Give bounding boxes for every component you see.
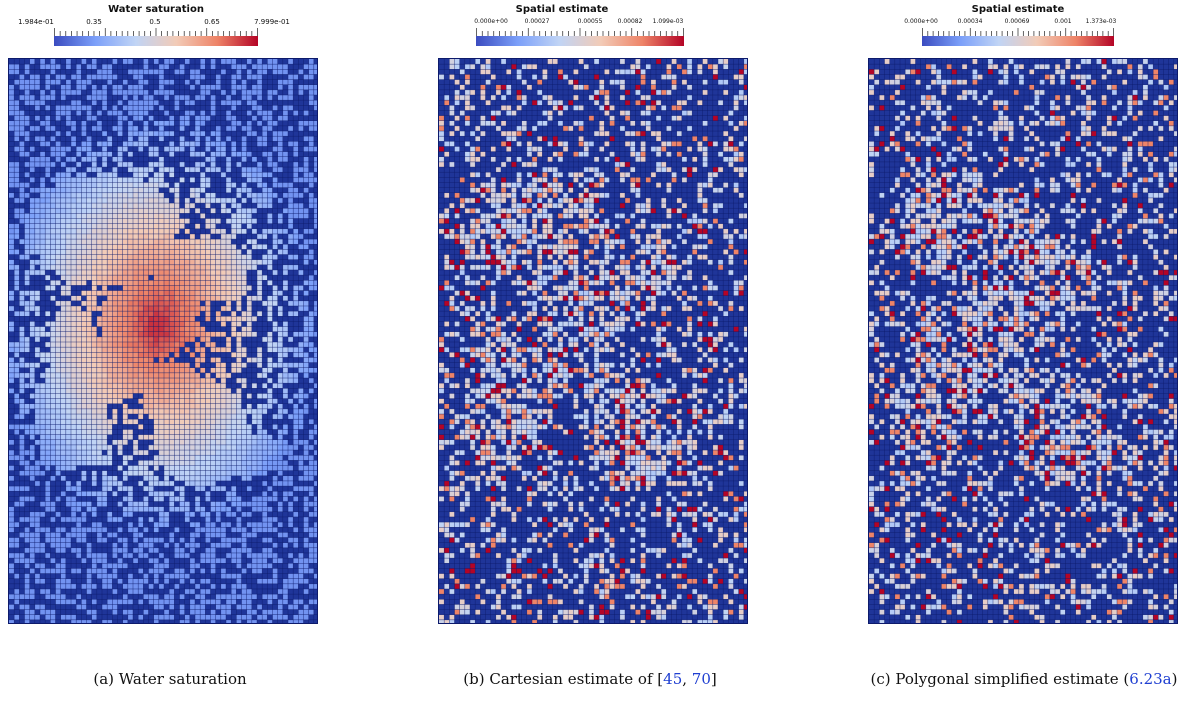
colorbar-tick-label: 0.65 [204, 18, 220, 26]
colorbar-gradient [54, 36, 258, 46]
colorbar-tick-label: 7.999e-01 [254, 18, 290, 26]
colorbar-tick-label: 0.00069 [1004, 18, 1030, 25]
figure-caption-b: (b) Cartesian estimate of [45, 70] [463, 670, 717, 688]
estimate-field-grid [438, 58, 748, 624]
colorbar-tick-label: 0.5 [149, 18, 161, 26]
colorbar-tick-label: 0.00034 [957, 18, 983, 25]
colorbar-tick-label: 1.373e-03 [1085, 18, 1117, 25]
colorbar-tick-label: 0.00055 [577, 18, 603, 25]
caption-text: Cartesian estimate of [489, 670, 653, 688]
citation-link[interactable]: 6.23a [1129, 670, 1172, 688]
figure-caption-c: (c) Polygonal simplified estimate (6.23a… [871, 670, 1178, 688]
caption-refs: [45, 70] [657, 670, 717, 688]
figure-caption-a: (a) Water saturation [93, 670, 246, 688]
citation-link[interactable]: 45 [663, 670, 683, 688]
colorbar-tick-label: 0.00082 [617, 18, 643, 25]
caption-text: Water saturation [118, 670, 247, 688]
colorbar-ticks [476, 28, 684, 36]
colorbar-tick-label: 0.00027 [524, 18, 550, 25]
colorbar-ticks [922, 28, 1114, 36]
caption-label: (b) [463, 670, 485, 688]
citation-link[interactable]: 70 [691, 670, 711, 688]
colorbar-title: Water saturation [108, 4, 204, 15]
caption-label: (a) [93, 670, 115, 688]
caption-refs: (6.23a) [1123, 670, 1178, 688]
colorbar-tick-label: 1.099e-03 [652, 18, 684, 25]
caption-label: (c) [870, 670, 891, 688]
colorbar-ticks [54, 28, 258, 36]
colorbar-tick-label: 0.000e+00 [474, 18, 508, 25]
saturation-field-grid [8, 58, 318, 624]
colorbar-title: Spatial estimate [971, 4, 1065, 15]
caption-text: Polygonal simplified estimate [895, 670, 1119, 688]
colorbar-tick-label: 0.000e+00 [904, 18, 938, 25]
colorbar-gradient [476, 36, 684, 46]
colorbar-tick-label: 0.35 [86, 18, 102, 26]
colorbar-tick-label: 1.984e-01 [18, 18, 54, 26]
estimate-field-grid [868, 58, 1178, 624]
colorbar-tick-label: 0.001 [1054, 18, 1072, 25]
colorbar-title: Spatial estimate [515, 4, 609, 15]
colorbar-gradient [922, 36, 1114, 46]
